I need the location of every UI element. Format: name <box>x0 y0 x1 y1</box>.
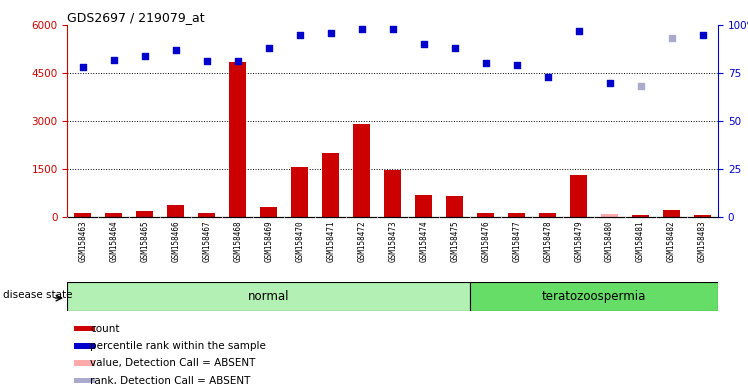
Text: GSM158466: GSM158466 <box>171 220 180 262</box>
Text: GSM158478: GSM158478 <box>543 220 552 262</box>
Bar <box>198 213 215 217</box>
Point <box>170 47 182 53</box>
Bar <box>446 196 463 217</box>
Text: GDS2697 / 219079_at: GDS2697 / 219079_at <box>67 11 205 24</box>
Text: normal: normal <box>248 290 289 303</box>
Text: value, Detection Call = ABSENT: value, Detection Call = ABSENT <box>90 358 256 368</box>
Text: GSM158464: GSM158464 <box>109 220 118 262</box>
Point <box>325 30 337 36</box>
Bar <box>470 282 718 311</box>
Text: GSM158472: GSM158472 <box>358 220 367 262</box>
Point <box>449 45 461 51</box>
Bar <box>601 214 618 217</box>
Text: GSM158481: GSM158481 <box>636 220 645 262</box>
Text: teratozoospermia: teratozoospermia <box>542 290 646 303</box>
Bar <box>694 215 711 217</box>
Text: GSM158463: GSM158463 <box>79 220 88 262</box>
Bar <box>291 167 308 217</box>
Point <box>294 31 306 38</box>
Text: GSM158475: GSM158475 <box>450 220 459 262</box>
Bar <box>136 210 153 217</box>
Text: GSM158473: GSM158473 <box>388 220 397 262</box>
Bar <box>663 210 680 217</box>
Bar <box>260 207 278 217</box>
Text: GSM158465: GSM158465 <box>141 220 150 262</box>
Bar <box>74 343 95 349</box>
Text: GSM158477: GSM158477 <box>512 220 521 262</box>
Text: GSM158483: GSM158483 <box>698 220 707 262</box>
Bar <box>477 213 494 217</box>
Text: GSM158479: GSM158479 <box>574 220 583 262</box>
Bar <box>322 153 340 217</box>
Point <box>634 83 646 89</box>
Bar <box>67 282 470 311</box>
Text: GSM158471: GSM158471 <box>326 220 335 262</box>
Point <box>417 41 429 47</box>
Point <box>696 31 708 38</box>
Text: GSM158476: GSM158476 <box>481 220 490 262</box>
Point <box>139 53 151 59</box>
Point <box>542 74 554 80</box>
Bar <box>508 214 525 217</box>
Point <box>604 79 616 86</box>
Point <box>511 62 523 68</box>
Point <box>108 56 120 63</box>
Text: GSM158467: GSM158467 <box>202 220 211 262</box>
Point <box>356 26 368 32</box>
Bar <box>105 213 123 217</box>
Text: GSM158482: GSM158482 <box>667 220 676 262</box>
Point <box>573 28 585 34</box>
Text: GSM158468: GSM158468 <box>233 220 242 262</box>
Point <box>200 58 212 65</box>
Bar <box>168 205 184 217</box>
Bar <box>415 195 432 217</box>
Text: count: count <box>90 324 120 334</box>
Bar <box>539 214 557 217</box>
Bar <box>353 124 370 217</box>
Bar <box>570 175 587 217</box>
Text: rank, Detection Call = ABSENT: rank, Detection Call = ABSENT <box>90 376 251 384</box>
Bar <box>229 62 246 217</box>
Point <box>387 26 399 32</box>
Point <box>77 64 89 70</box>
Bar <box>384 170 401 217</box>
Text: GSM158474: GSM158474 <box>419 220 428 262</box>
Bar <box>74 213 91 217</box>
Text: GSM158470: GSM158470 <box>295 220 304 262</box>
Text: percentile rank within the sample: percentile rank within the sample <box>90 341 266 351</box>
Text: GSM158480: GSM158480 <box>605 220 614 262</box>
Bar <box>74 361 95 366</box>
Text: disease state: disease state <box>3 290 73 300</box>
Bar <box>74 378 95 383</box>
Point <box>666 35 678 41</box>
Point <box>263 45 275 51</box>
Bar <box>632 215 649 217</box>
Text: GSM158469: GSM158469 <box>264 220 273 262</box>
Point <box>232 58 244 65</box>
Bar <box>74 326 95 331</box>
Point <box>479 60 491 66</box>
